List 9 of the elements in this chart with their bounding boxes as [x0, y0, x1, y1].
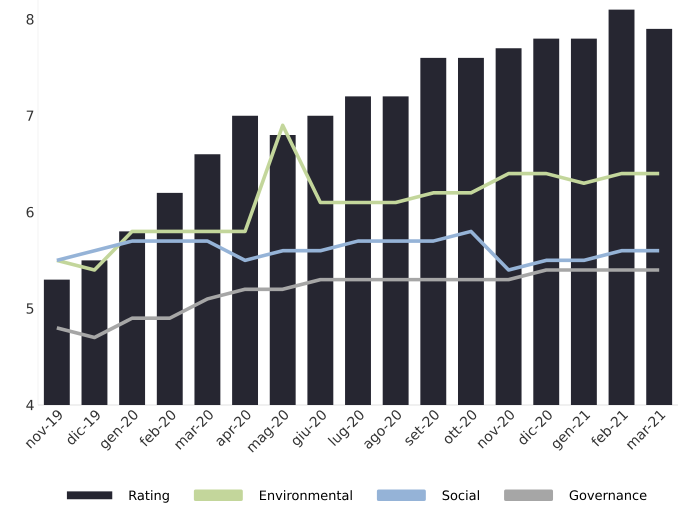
y-tick-label: 4 — [26, 400, 34, 410]
legend-label: Governance — [570, 490, 646, 500]
y-tick-label: 6 — [26, 206, 34, 218]
legend-label: Environmental — [260, 490, 352, 500]
y-tick-label: 8 — [26, 14, 34, 25]
legend-label: Social — [442, 490, 479, 500]
y-tick-label: 5 — [26, 303, 34, 314]
legend-label: Rating — [129, 490, 169, 503]
y-tick-label: 7 — [26, 110, 34, 121]
